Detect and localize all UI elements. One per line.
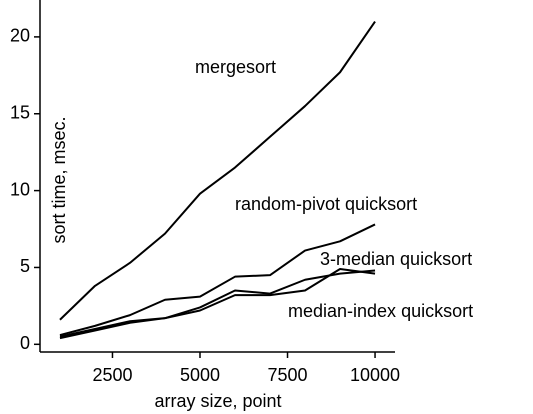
y-tick-label: 0: [20, 333, 30, 353]
series-line: [59, 269, 376, 338]
series-label: random-pivot quicksort: [235, 194, 417, 214]
y-tick-label: 5: [20, 256, 30, 276]
series-line: [59, 223, 376, 337]
y-tick-label: 10: [10, 179, 30, 199]
x-tick-label: 2500: [92, 365, 132, 385]
x-tick-label: 5000: [180, 365, 220, 385]
series-label: mergesort: [195, 57, 276, 77]
series-label: 3-median quicksort: [320, 249, 472, 269]
x-axis-label: array size, point: [154, 391, 281, 411]
x-tick-label: 7500: [267, 365, 307, 385]
y-tick-label: 15: [10, 102, 30, 122]
x-tick-label: 10000: [350, 365, 400, 385]
series-line: [59, 20, 376, 321]
series-label: median-index quicksort: [288, 301, 473, 321]
y-tick-label: 20: [10, 26, 30, 46]
y-axis-label: sort time, msec.: [49, 116, 69, 243]
series-line: [59, 267, 376, 340]
